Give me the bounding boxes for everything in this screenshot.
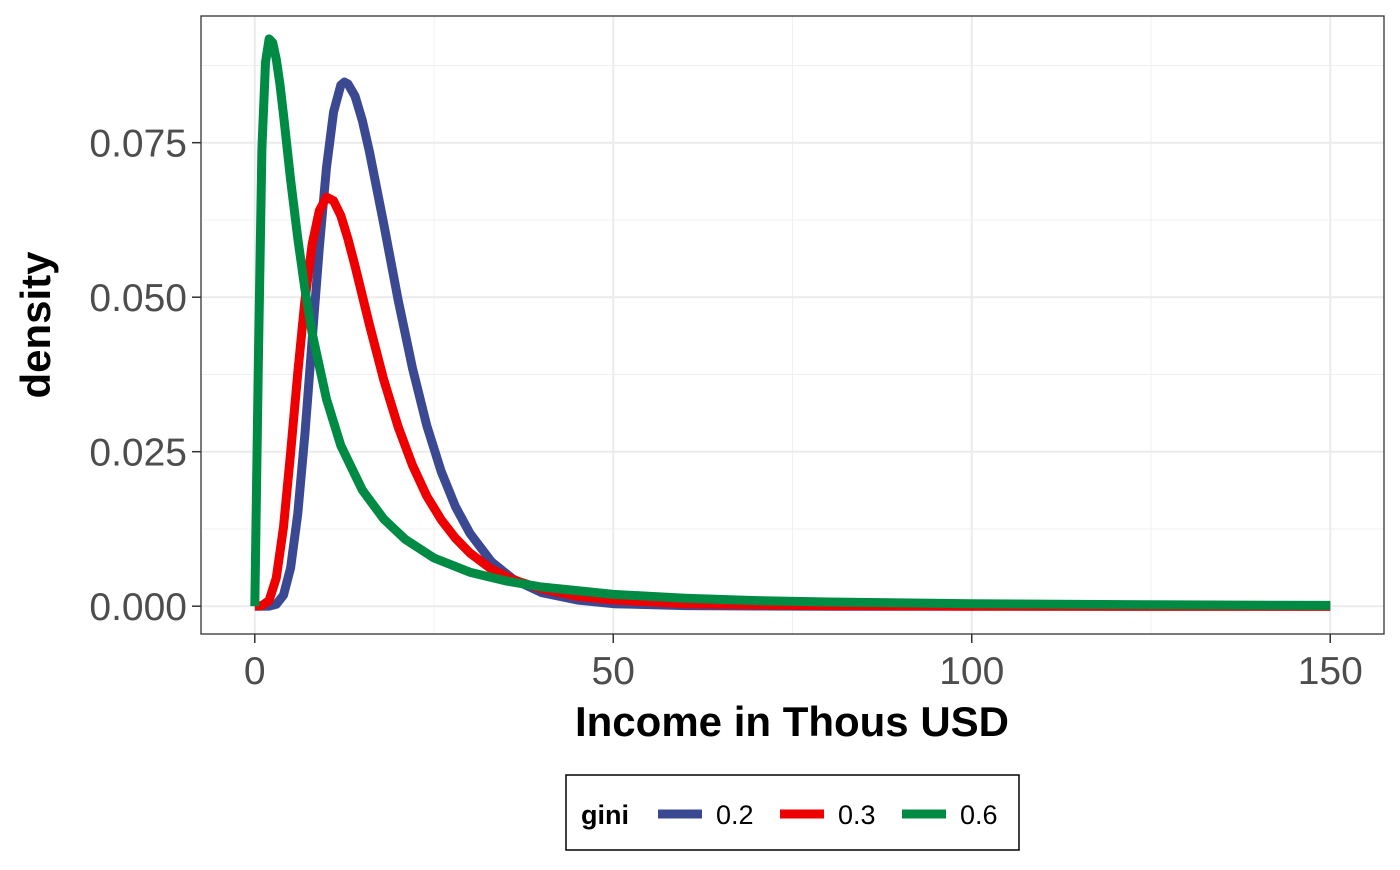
panel-border	[200, 15, 1385, 635]
legend-label-0.3: 0.3	[838, 800, 876, 830]
y-axis-title: density	[12, 251, 59, 399]
y-tick-label: 0.000	[89, 586, 187, 629]
legend: gini 0.2 0.3 0.6	[565, 774, 1020, 851]
y-tick-label: 0.075	[89, 123, 187, 166]
series-line-gini-0.3	[254, 192, 1331, 611]
series-line-gini-0.6	[250, 34, 1331, 610]
grid-layer	[201, 16, 1384, 634]
legend-label-0.6: 0.6	[960, 800, 998, 830]
series-layer	[250, 34, 1331, 611]
legend-entries: 0.2 0.3 0.6	[658, 800, 998, 830]
legend-title: gini	[581, 800, 629, 830]
x-tick-label: 100	[939, 650, 1004, 693]
x-tick-label: 50	[592, 650, 635, 693]
y-tick-label: 0.050	[89, 277, 187, 320]
y-tick-label: 0.025	[89, 432, 187, 475]
x-axis-title: Income in Thous USD	[575, 698, 1009, 745]
x-tick-label: 0	[244, 650, 266, 693]
x-tick-label: 150	[1298, 650, 1363, 693]
legend-label-0.2: 0.2	[716, 800, 754, 830]
axis-layer: 0 50 100 150 0.000 0.025 0.050 0.075	[89, 123, 1362, 693]
